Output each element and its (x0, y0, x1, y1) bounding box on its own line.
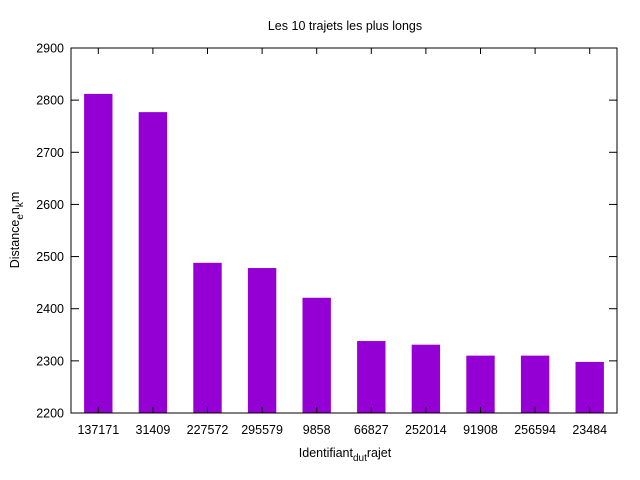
x-axis-label: Identifiantdutrajet (299, 446, 392, 464)
bar-91908 (466, 355, 495, 413)
x-tick-label: 9858 (303, 423, 331, 437)
bar-9858 (302, 297, 331, 413)
y-tick-label: 2500 (36, 250, 64, 264)
bar-66827 (357, 341, 386, 413)
bar-252014 (411, 344, 441, 413)
bars (84, 93, 604, 413)
x-tick-label: 91908 (463, 423, 498, 437)
bar-256594 (520, 355, 550, 413)
bar-295579 (247, 268, 277, 413)
x-tick-label: 252014 (405, 423, 447, 437)
y-tick-label: 2800 (36, 94, 64, 108)
x-tick-label: 295579 (241, 423, 283, 437)
bar-23484 (575, 361, 604, 413)
x-tick-label: 23484 (572, 423, 607, 437)
y-tick-label: 2900 (36, 42, 64, 56)
y-tick-label: 2700 (36, 146, 64, 160)
y-tick-label: 2300 (36, 354, 64, 368)
bar-227572 (193, 262, 222, 413)
x-tick-label: 227572 (187, 423, 229, 437)
y-tick-label: 2200 (36, 407, 64, 421)
x-tick-label: 256594 (514, 423, 556, 437)
x-tick-label: 66827 (354, 423, 389, 437)
x-axis: 137171 31409 227572 295579 9858 66827 252014 91… (77, 48, 607, 437)
y-axis-label: Distanceenkm (8, 192, 26, 269)
plot-frame (70, 47, 618, 414)
x-tick-label: 137171 (77, 423, 119, 437)
y-tick-label: 2400 (36, 302, 64, 316)
chart-title: Les 10 trajets les plus longs (268, 19, 422, 33)
y-axis: 2200 2300 2400 2500 2600 2700 2800 2900 (36, 42, 617, 421)
x-tick-label: 31409 (136, 423, 171, 437)
bar-137171 (84, 93, 113, 413)
y-tick-label: 2600 (36, 198, 64, 212)
bar-31409 (138, 112, 168, 413)
